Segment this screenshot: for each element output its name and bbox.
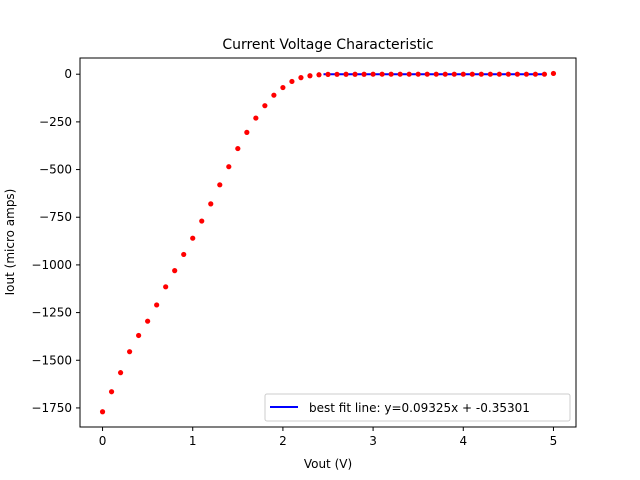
- data-point: [127, 349, 133, 355]
- data-point: [181, 251, 187, 258]
- data-point: [145, 318, 151, 324]
- data-point: [406, 71, 412, 77]
- x-tick-label: 2: [279, 434, 287, 448]
- data-point: [415, 71, 421, 77]
- data-point: [226, 164, 232, 170]
- data-point: [316, 72, 322, 78]
- y-tick-label: −1250: [31, 306, 72, 320]
- data-point: [325, 71, 331, 77]
- data-point: [298, 75, 304, 81]
- data-point: [379, 71, 385, 77]
- data-point: [523, 71, 530, 77]
- data-point: [163, 284, 169, 290]
- data-point: [460, 71, 466, 77]
- plot-frame: [79, 57, 577, 428]
- data-point: [136, 332, 142, 339]
- x-axis-label: Vout (V): [304, 457, 352, 471]
- chart-title: Current Voltage Characteristic: [222, 37, 433, 53]
- data-points: [99, 70, 557, 415]
- data-point: [550, 70, 557, 77]
- data-point: [172, 268, 178, 274]
- data-point: [108, 389, 115, 395]
- legend: best fit line: y=0.09325x + -0.35301: [264, 393, 571, 422]
- data-point: [352, 71, 358, 77]
- data-point: [388, 71, 394, 77]
- data-point: [442, 71, 448, 77]
- y-tick-label: −250: [39, 115, 72, 129]
- data-point: [117, 370, 124, 376]
- y-tick-label: −1000: [31, 258, 72, 272]
- data-point: [370, 71, 376, 77]
- data-point: [397, 71, 403, 77]
- y-tick-label: 0: [64, 67, 72, 81]
- data-point: [262, 103, 268, 109]
- data-point: [280, 84, 286, 91]
- data-point: [361, 71, 367, 77]
- data-point: [424, 71, 430, 77]
- data-point: [154, 302, 160, 308]
- data-point: [343, 71, 349, 77]
- data-point: [190, 235, 196, 241]
- data-point: [541, 71, 548, 77]
- data-point: [199, 218, 205, 224]
- y-axis-label: Iout (micro amps): [3, 189, 17, 296]
- data-point: [334, 71, 340, 77]
- data-point: [505, 71, 511, 77]
- data-point: [208, 201, 214, 207]
- legend-box: [264, 393, 571, 422]
- data-point: [235, 145, 241, 152]
- data-point: [217, 182, 223, 188]
- y-tick-label: −1750: [31, 401, 72, 415]
- legend-fit-line-label: best fit line: y=0.09325x + -0.35301: [309, 401, 530, 415]
- data-point: [433, 71, 439, 77]
- data-point: [496, 71, 502, 77]
- data-point: [271, 92, 277, 98]
- data-point: [487, 71, 493, 77]
- x-tick-label: 0: [99, 434, 107, 448]
- data-point: [514, 71, 520, 77]
- data-point: [307, 73, 313, 79]
- y-tick-label: −750: [39, 210, 72, 224]
- y-tick-label: −500: [39, 163, 72, 177]
- data-point: [99, 409, 106, 415]
- x-tick-label: 3: [369, 434, 377, 448]
- data-point: [244, 129, 250, 135]
- data-point: [469, 71, 475, 77]
- x-tick-label: 1: [189, 434, 197, 448]
- x-tick-label: 5: [550, 434, 558, 448]
- data-point: [253, 115, 259, 121]
- data-point: [289, 78, 295, 85]
- data-point: [532, 71, 539, 77]
- data-point: [478, 71, 484, 77]
- y-tick-label: −1500: [31, 353, 72, 367]
- x-tick-label: 4: [459, 434, 467, 448]
- data-point: [451, 71, 457, 77]
- x-axis-ticks: 0 1 2 3 4 5: [99, 427, 558, 448]
- y-axis-ticks: 0 −250 −500 −750 −1000 −1250 −1500 −1750: [31, 67, 80, 415]
